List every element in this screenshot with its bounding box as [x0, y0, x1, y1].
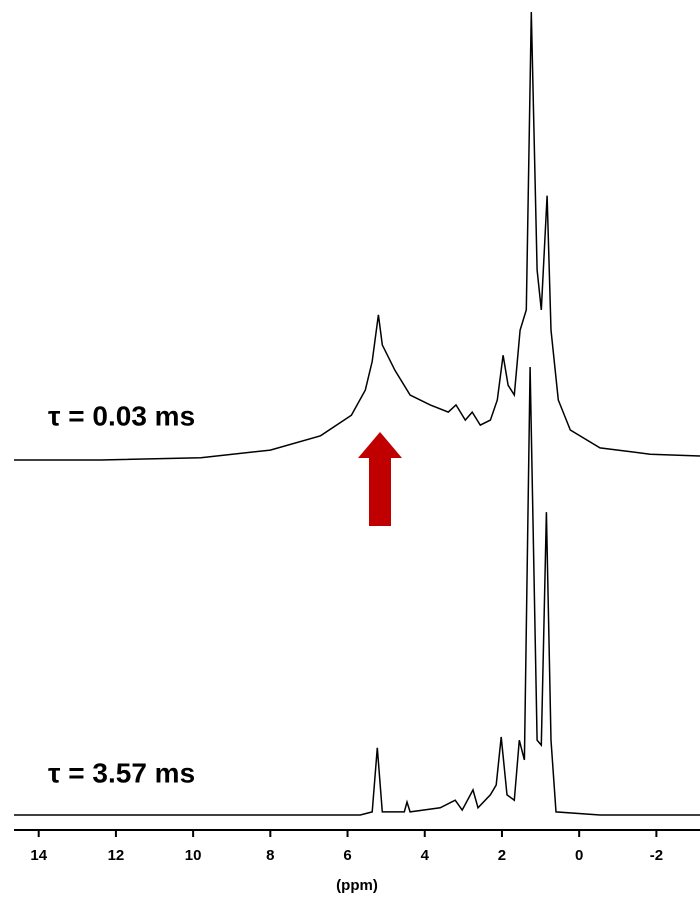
x-tick-label: 14 [30, 847, 47, 864]
spectrum-line [14, 11, 700, 461]
x-tick-label: 12 [108, 847, 125, 864]
series-label: τ = 3.57 ms [48, 757, 195, 788]
x-tick-label: -2 [650, 847, 663, 864]
x-axis-label: (ppm) [336, 877, 378, 894]
x-tick-label: 2 [498, 847, 506, 864]
series-label: τ = 0.03 ms [48, 400, 195, 431]
x-tick-label: 0 [575, 847, 583, 864]
x-tick-label: 10 [185, 847, 202, 864]
spectrum-line [14, 366, 700, 816]
x-tick-label: 6 [343, 847, 351, 864]
x-tick-label: 4 [421, 847, 430, 864]
arrow [358, 432, 402, 526]
x-tick-label: 8 [266, 847, 274, 864]
